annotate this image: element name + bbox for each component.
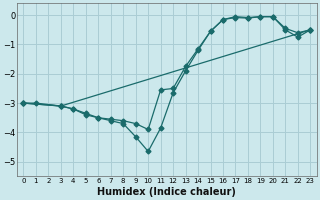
X-axis label: Humidex (Indice chaleur): Humidex (Indice chaleur) bbox=[98, 187, 236, 197]
